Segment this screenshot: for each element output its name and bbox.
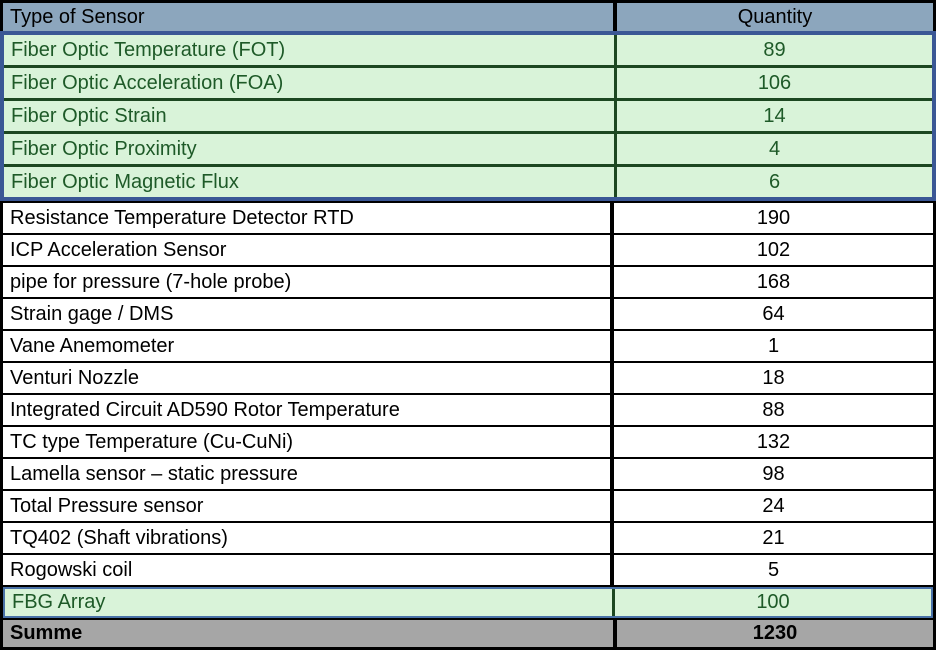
table-row: Rogowski coil 5 xyxy=(0,555,936,587)
quantity-cell: 98 xyxy=(762,462,785,485)
table-row: Integrated Circuit AD590 Rotor Temperatu… xyxy=(0,395,936,427)
sensor-type-cell: Fiber Optic Magnetic Flux xyxy=(4,167,617,197)
sensor-type-cell: Lamella sensor – static pressure xyxy=(3,459,614,489)
quantity-cell: 4 xyxy=(768,137,781,160)
sensor-type-cell: Fiber Optic Acceleration (FOA) xyxy=(4,68,617,98)
table-row: Fiber Optic Acceleration (FOA) 106 xyxy=(4,68,932,101)
sensor-type-cell: Total Pressure sensor xyxy=(3,491,614,521)
fbg-array-row: FBG Array 100 xyxy=(0,587,936,618)
summe-total-value: 1230 xyxy=(752,622,798,644)
sensor-type-cell: FBG Array xyxy=(5,589,615,616)
summe-total-row: Summe 1230 xyxy=(0,618,936,650)
sensor-type-cell: TC type Temperature (Cu-CuNi) xyxy=(3,427,614,457)
sensor-type-cell: Rogowski coil xyxy=(3,555,614,585)
sensor-type-cell: ICP Acceleration Sensor xyxy=(3,235,614,265)
table-row: TC type Temperature (Cu-CuNi) 132 xyxy=(0,427,936,459)
table-row: Resistance Temperature Detector RTD 190 xyxy=(0,203,936,235)
table-row: Fiber Optic Magnetic Flux 6 xyxy=(4,167,932,197)
table-row: Vane Anemometer 1 xyxy=(0,331,936,363)
table-row: Fiber Optic Temperature (FOT) 89 xyxy=(4,35,932,68)
fiber-optic-sensor-group: Fiber Optic Temperature (FOT) 89 Fiber Opt… xyxy=(0,31,936,201)
table-row: Fiber Optic Strain 14 xyxy=(4,101,932,134)
quantity-cell: 168 xyxy=(756,270,791,293)
quantity-cell: 1 xyxy=(767,334,780,357)
sensor-type-cell: Resistance Temperature Detector RTD xyxy=(3,203,614,233)
quantity-cell: 88 xyxy=(762,398,785,421)
header-quantity: Quantity xyxy=(737,5,813,28)
sensor-type-cell: Integrated Circuit AD590 Rotor Temperatu… xyxy=(3,395,614,425)
header-type-of-sensor: Type of Sensor xyxy=(3,3,617,31)
sensor-type-cell: Strain gage / DMS xyxy=(3,299,614,329)
quantity-cell: 24 xyxy=(762,494,785,517)
quantity-cell: 89 xyxy=(763,38,786,61)
quantity-cell: 18 xyxy=(762,366,785,389)
table-row: Total Pressure sensor 24 xyxy=(0,491,936,523)
standard-sensor-rows: Resistance Temperature Detector RTD 190 IC… xyxy=(0,201,936,587)
sensor-type-cell: Vane Anemometer xyxy=(3,331,614,361)
sensor-type-cell: Fiber Optic Strain xyxy=(4,101,617,131)
quantity-cell: 106 xyxy=(757,71,792,94)
quantity-cell: 6 xyxy=(768,170,781,193)
summe-label: Summe xyxy=(3,620,617,647)
fbg-array-row-inner: FBG Array 100 xyxy=(3,587,933,618)
quantity-cell: 100 xyxy=(756,591,790,613)
table-row: pipe for pressure (7-hole probe) 168 xyxy=(0,267,936,299)
table-row: TQ402 (Shaft vibrations) 21 xyxy=(0,523,936,555)
quantity-cell: 21 xyxy=(762,526,785,549)
table-row: ICP Acceleration Sensor 102 xyxy=(0,235,936,267)
table-row: Fiber Optic Proximity 4 xyxy=(4,134,932,167)
sensor-type-cell: Venturi Nozzle xyxy=(3,363,614,393)
table-row: Strain gage / DMS 64 xyxy=(0,299,936,331)
quantity-cell: 102 xyxy=(756,238,791,261)
quantity-cell: 5 xyxy=(767,558,780,581)
quantity-cell: 64 xyxy=(762,302,785,325)
table-row: Venturi Nozzle 18 xyxy=(0,363,936,395)
table-row: Lamella sensor – static pressure 98 xyxy=(0,459,936,491)
quantity-cell: 132 xyxy=(756,430,791,453)
sensor-type-cell: Fiber Optic Temperature (FOT) xyxy=(4,35,617,65)
sensor-type-cell: Fiber Optic Proximity xyxy=(4,134,617,164)
header-row: Type of Sensor Quantity xyxy=(0,0,936,31)
sensor-type-cell: pipe for pressure (7-hole probe) xyxy=(3,267,614,297)
quantity-cell: 14 xyxy=(763,104,786,127)
quantity-cell: 190 xyxy=(756,206,791,229)
sensor-type-cell: TQ402 (Shaft vibrations) xyxy=(3,523,614,553)
